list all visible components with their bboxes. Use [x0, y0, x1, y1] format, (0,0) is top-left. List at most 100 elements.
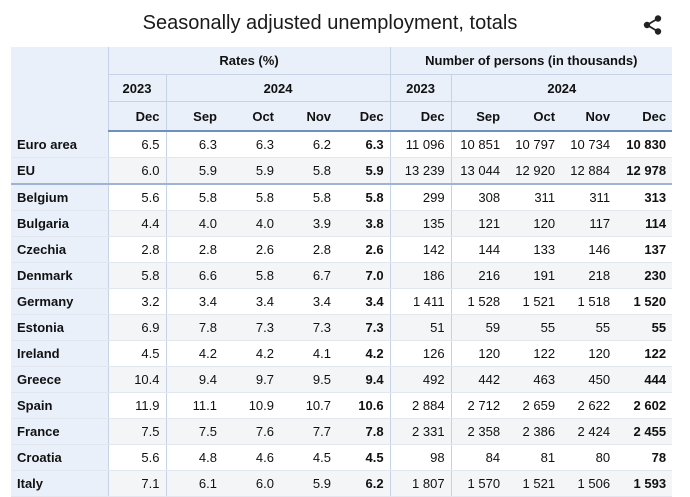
country-cell: Estonia	[11, 314, 108, 341]
persons-cell: 1 570	[450, 470, 507, 497]
persons-cell: 492	[389, 366, 452, 393]
rate-cell: 4.2	[165, 340, 223, 367]
persons-cell: 144	[450, 236, 507, 263]
persons-cell: 12 920	[506, 157, 562, 185]
persons-cell: 13 044	[450, 157, 507, 185]
table-row: Italy 7.1 6.1 6.0 5.9 6.2 1 807 1 570 1 521 1 506…	[11, 470, 673, 497]
rate-cell: 7.5	[107, 418, 166, 445]
table-row: Croatia 5.6 4.8 4.6 4.5 4.5 98 84 81 80 78	[11, 444, 673, 471]
rate-cell: 6.3	[165, 131, 223, 158]
table-row: EU 6.0 5.9 5.9 5.8 5.9 13 239 13 044 12 920 12 88…	[11, 157, 673, 185]
rate-cell: 4.0	[165, 210, 223, 237]
table-row: Denmark 5.8 6.6 5.8 6.7 7.0 186 216 191 218 230	[11, 262, 673, 289]
persons-cell: 313	[616, 184, 673, 211]
rate-cell: 2.6	[223, 236, 280, 263]
persons-cell: 120	[561, 340, 617, 367]
country-cell: Germany	[11, 288, 108, 315]
persons-cell: 216	[450, 262, 507, 289]
rate-cell: 2.8	[107, 236, 166, 263]
rate-cell: 6.0	[107, 157, 166, 185]
persons-cell: 81	[506, 444, 562, 471]
persons-cell: 12 884	[561, 157, 617, 185]
rate-cell: 5.8	[280, 184, 337, 211]
rate-cell: 4.0	[223, 210, 280, 237]
rates-month-header: Oct	[223, 101, 280, 132]
persons-cell: 146	[561, 236, 617, 263]
persons-cell: 2 386	[506, 418, 562, 445]
rate-cell: 2.6	[337, 236, 391, 263]
rate-cell: 7.5	[165, 418, 223, 445]
persons-year-2023: 2023	[389, 74, 452, 102]
persons-cell: 55	[561, 314, 617, 341]
persons-cell: 122	[616, 340, 673, 367]
rate-cell: 4.5	[280, 444, 337, 471]
rate-cell: 6.9	[107, 314, 166, 341]
rate-cell: 7.3	[223, 314, 280, 341]
table-row: Czechia 2.8 2.8 2.6 2.8 2.6 142 144 133 146 137	[11, 236, 673, 263]
page-title: Seasonally adjusted unemployment, totals	[142, 12, 518, 34]
persons-cell: 308	[450, 184, 507, 211]
persons-cell: 2 712	[450, 392, 507, 419]
rate-cell: 5.9	[165, 157, 223, 185]
rate-cell: 5.8	[223, 262, 280, 289]
rate-cell: 5.9	[223, 157, 280, 185]
persons-cell: 2 455	[616, 418, 673, 445]
persons-cell: 126	[389, 340, 452, 367]
persons-cell: 114	[616, 210, 673, 237]
rate-cell: 7.8	[165, 314, 223, 341]
persons-cell: 10 830	[616, 131, 673, 158]
persons-cell: 2 358	[450, 418, 507, 445]
persons-year-2024: 2024	[450, 74, 673, 102]
rate-cell: 6.6	[165, 262, 223, 289]
rate-cell: 7.3	[280, 314, 337, 341]
table-header: Rates (%) Number of persons (in thousand…	[11, 47, 673, 132]
rate-cell: 10.7	[280, 392, 337, 419]
persons-month-header: Oct	[506, 101, 562, 132]
table-row: Belgium 5.6 5.8 5.8 5.8 5.8 299 308 311 311 313	[11, 184, 673, 211]
rate-cell: 6.7	[280, 262, 337, 289]
rate-cell: 2.8	[280, 236, 337, 263]
rate-cell: 10.6	[337, 392, 391, 419]
persons-cell: 98	[389, 444, 452, 471]
persons-cell: 218	[561, 262, 617, 289]
rates-month-header: Dec	[107, 101, 166, 132]
country-cell: Greece	[11, 366, 108, 393]
country-cell: Czechia	[11, 236, 108, 263]
persons-cell: 1 520	[616, 288, 673, 315]
persons-cell: 442	[450, 366, 507, 393]
rates-year-2023: 2023	[107, 74, 166, 102]
persons-cell: 120	[450, 340, 507, 367]
persons-cell: 186	[389, 262, 452, 289]
rate-cell: 7.6	[223, 418, 280, 445]
table-body: Euro area 6.5 6.3 6.3 6.2 6.3 11 096 10 851 10 7…	[11, 131, 673, 497]
rates-month-header: Sep	[165, 101, 223, 132]
table-row: Euro area 6.5 6.3 6.3 6.2 6.3 11 096 10 851 10 7…	[11, 131, 673, 158]
country-header-cell	[11, 47, 108, 131]
persons-cell: 2 602	[616, 392, 673, 419]
persons-cell: 59	[450, 314, 507, 341]
persons-cell: 13 239	[389, 157, 452, 185]
table-row: Estonia 6.9 7.8 7.3 7.3 7.3 51 59 55 55 55	[11, 314, 673, 341]
persons-month-header: Nov	[561, 101, 617, 132]
rate-cell: 3.8	[337, 210, 391, 237]
persons-cell: 12 978	[616, 157, 673, 185]
share-icon-graphic	[643, 15, 662, 35]
persons-month-header: Dec	[616, 101, 673, 132]
country-cell: Spain	[11, 392, 108, 419]
rate-cell: 6.2	[280, 131, 337, 158]
share-icon[interactable]	[642, 14, 664, 36]
persons-cell: 1 411	[389, 288, 452, 315]
persons-cell: 121	[450, 210, 507, 237]
persons-cell: 51	[389, 314, 452, 341]
table-row: Spain 11.9 11.1 10.9 10.7 10.6 2 884 2 712 2 659…	[11, 392, 673, 419]
rate-cell: 5.6	[107, 184, 166, 211]
persons-cell: 84	[450, 444, 507, 471]
persons-cell: 230	[616, 262, 673, 289]
rate-cell: 5.6	[107, 444, 166, 471]
rate-cell: 4.8	[165, 444, 223, 471]
persons-cell: 299	[389, 184, 452, 211]
persons-cell: 137	[616, 236, 673, 263]
rate-cell: 3.4	[337, 288, 391, 315]
rate-cell: 6.2	[337, 470, 391, 497]
rate-cell: 2.8	[165, 236, 223, 263]
